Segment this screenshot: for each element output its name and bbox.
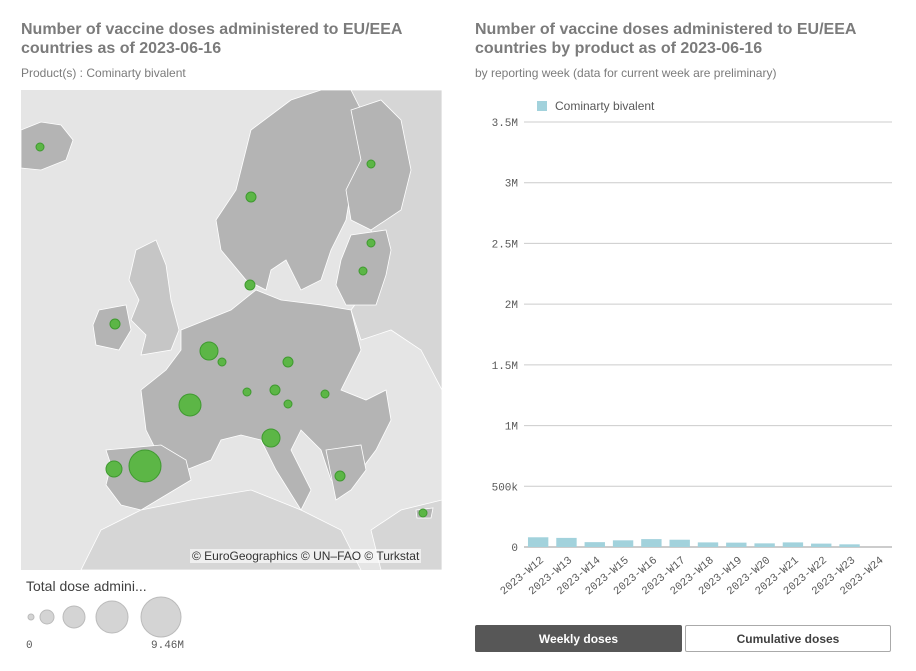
map-land-finland <box>345 99 412 231</box>
bubble-italy[interactable] <box>261 428 281 448</box>
map-land-scandinavia <box>215 90 372 291</box>
bubble-spain[interactable] <box>128 449 162 483</box>
chart-legend[interactable]: Cominarty bivalent <box>537 99 655 113</box>
map-subtitle: Product(s) : Cominarty bivalent <box>21 66 186 80</box>
bar-2023-W19[interactable] <box>726 542 747 547</box>
map-land-greece <box>325 444 367 501</box>
y-tick-label: 1M <box>505 422 518 434</box>
bubble-czechia[interactable] <box>282 356 294 368</box>
bubble-hungary[interactable] <box>320 389 330 399</box>
europe-map[interactable] <box>21 90 442 570</box>
map-title: Number of vaccine doses administered to … <box>21 20 402 58</box>
bubble-iceland[interactable] <box>35 142 45 152</box>
bubble-ireland[interactable] <box>109 318 121 330</box>
bar-2023-W15[interactable] <box>612 540 634 547</box>
bubble-switzerland[interactable] <box>242 387 252 397</box>
size-legend-max: 9.46M <box>151 640 185 652</box>
bubble-france[interactable] <box>178 393 202 417</box>
bar-2023-W21[interactable] <box>782 542 804 547</box>
y-tick-label: 0 <box>511 543 518 555</box>
bubble-cyprus[interactable] <box>418 508 428 518</box>
size-legend-title[interactable]: Total dose admini... <box>26 578 147 594</box>
bubble-latvia[interactable] <box>358 266 368 276</box>
chart-title-line1: Number of vaccine doses administered to … <box>475 21 857 38</box>
map-bubbles <box>35 142 428 518</box>
y-tick-label: 1.5M <box>492 361 518 373</box>
y-tick-label: 3.5M <box>492 118 518 130</box>
size-legend-circles <box>27 596 182 638</box>
size-legend-circle-3 <box>62 605 86 629</box>
bar-2023-W16[interactable] <box>641 539 662 547</box>
size-legend-circle-2 <box>39 609 55 625</box>
bubble-slovenia[interactable] <box>283 399 293 409</box>
map-title-line1: Number of vaccine doses administered to … <box>21 21 403 38</box>
map-land-uk <box>128 239 180 356</box>
bubble-belgium[interactable] <box>199 341 219 361</box>
bubble-finland[interactable] <box>366 159 376 169</box>
bar-2023-W12[interactable] <box>527 537 549 547</box>
bubble-greece[interactable] <box>334 470 346 482</box>
chart-title-line2: countries by product as of 2023-06-16 <box>475 40 763 57</box>
cumulative-doses-button[interactable]: Cumulative doses <box>685 625 891 652</box>
size-legend-circle-4 <box>95 600 129 634</box>
legend-label: Cominarty bivalent <box>555 99 655 113</box>
chart-x-ticks: 2023-W122023-W132023-W142023-W152023-W16… <box>499 555 887 598</box>
legend-swatch <box>537 101 547 111</box>
chart-gridlines <box>524 121 892 548</box>
map-attribution: © EuroGeographics © UN–FAO © Turkstat <box>190 549 422 563</box>
size-legend-circle-1 <box>27 613 35 621</box>
bar-2023-W23[interactable] <box>839 544 860 547</box>
y-tick-label: 500k <box>492 482 519 494</box>
bubble-estonia[interactable] <box>366 238 376 248</box>
map-land-iceland <box>21 121 74 171</box>
bar-2023-W13[interactable] <box>556 537 577 547</box>
chart-bars <box>527 537 860 547</box>
bar-2023-W22[interactable] <box>811 543 832 547</box>
bar-2023-W14[interactable] <box>584 542 605 547</box>
weekly-doses-chart[interactable]: Cominarty bivalent 0 500k 1M 1.5M 2M 2.5M 3M 3.… <box>474 90 904 610</box>
size-legend-circle-5 <box>140 596 182 638</box>
bubble-norway[interactable] <box>245 191 257 203</box>
bubble-luxembourg[interactable] <box>217 357 227 367</box>
y-tick-label: 3M <box>505 179 518 191</box>
bubble-denmark[interactable] <box>244 279 256 291</box>
bar-2023-W18[interactable] <box>697 542 719 547</box>
bubble-portugal[interactable] <box>105 460 123 478</box>
map-title-line2: countries as of 2023-06-16 <box>21 40 222 57</box>
chart-y-ticks: 0 500k 1M 1.5M 2M 2.5M 3M 3.5M <box>492 118 519 555</box>
bar-2023-W20[interactable] <box>754 543 775 547</box>
bar-2023-W17[interactable] <box>669 539 690 547</box>
chart-subtitle: by reporting week (data for current week… <box>475 66 777 80</box>
chart-title: Number of vaccine doses administered to … <box>475 20 856 58</box>
y-tick-label: 2M <box>505 300 518 312</box>
size-legend-min: 0 <box>26 640 33 652</box>
bubble-austria[interactable] <box>269 384 281 396</box>
y-tick-label: 2.5M <box>492 239 518 251</box>
weekly-doses-button[interactable]: Weekly doses <box>475 625 682 652</box>
